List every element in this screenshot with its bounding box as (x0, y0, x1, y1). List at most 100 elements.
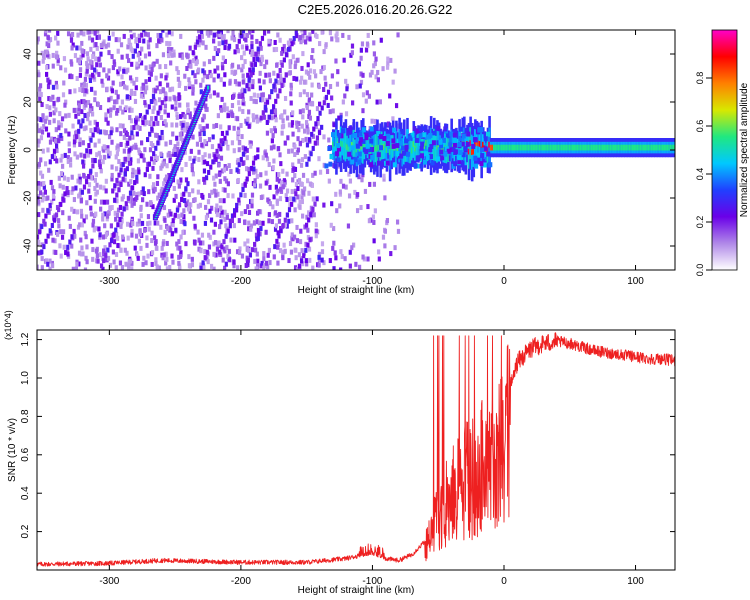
spectrogram-x-tick-label: 0 (501, 276, 507, 287)
spectrogram-cell (135, 174, 139, 180)
spectrogram-cell (213, 221, 217, 227)
spectrogram-cell (317, 156, 321, 162)
spectrogram-cell (241, 108, 245, 114)
spectrogram-cell (68, 157, 73, 163)
spectrogram-cell (79, 30, 83, 36)
spectrogram-cell (49, 96, 53, 102)
spectrogram-cell (359, 47, 363, 53)
spectrogram-cell (294, 191, 298, 197)
spectrogram-cell (40, 242, 44, 248)
spectrogram-cell (280, 180, 284, 186)
spectrogram-cell (302, 128, 307, 134)
spectrogram-cell (73, 53, 78, 59)
spectrogram-cell (46, 84, 51, 90)
spectrogram-cell (67, 112, 71, 118)
spectrogram-cell (156, 32, 160, 38)
spectrogram-cell (294, 247, 298, 253)
spectrogram-cell (270, 219, 274, 225)
spectrogram-cell (452, 132, 457, 138)
spectrogram-cell (95, 62, 99, 68)
spectrogram-cell (118, 81, 123, 87)
spectrogram-cell (284, 193, 288, 199)
spectrogram-cell (99, 51, 103, 57)
spectrogram-cell (104, 112, 108, 118)
snr-y-tick-label: 0.8 (20, 409, 31, 423)
spectrogram-cell (538, 144, 542, 151)
spectrogram-cell (70, 45, 74, 51)
spectrogram-cell (78, 176, 82, 182)
spectrogram-cell (118, 105, 122, 111)
spectrogram-cell (183, 221, 187, 227)
spectrogram-cell (293, 64, 297, 70)
spectrogram-cell (80, 222, 84, 228)
spectrogram-cell (333, 250, 337, 256)
spectrogram-cell (277, 233, 281, 239)
spectrogram-cell (209, 217, 214, 223)
spectrogram-cell (40, 181, 44, 187)
spectrogram-cell (73, 151, 77, 157)
spectrogram-cell (451, 146, 456, 152)
spectrogram-cell (151, 93, 156, 99)
spectrogram-cell (393, 245, 397, 251)
snr-x-tick-label: 100 (627, 576, 644, 587)
spectrogram-cell (250, 203, 254, 209)
spectrogram-cell (102, 129, 106, 135)
spectrogram-cell (146, 253, 150, 259)
spectrogram-cell (221, 213, 225, 219)
spectrogram-cell (148, 37, 152, 43)
spectrogram-cell (262, 265, 266, 270)
spectrogram-cell (57, 223, 61, 229)
spectrogram-cell (75, 45, 79, 51)
spectrogram-cell (232, 37, 237, 43)
spectrogram-cell (122, 33, 126, 39)
spectrogram-cell (189, 63, 193, 69)
spectrogram-cell (45, 115, 49, 121)
spectrogram-cell (113, 197, 117, 203)
spectrogram-cell (399, 141, 404, 147)
spectrogram-cell (154, 257, 158, 263)
spectrogram-cell (37, 239, 41, 245)
spectrogram-cell (505, 144, 509, 151)
spectrogram-cell (49, 136, 54, 142)
spectrogram-cell (83, 267, 88, 270)
spectrogram-cell (141, 116, 145, 122)
spectrogram-cell (458, 135, 463, 141)
spectrogram-cell (91, 157, 95, 163)
spectrogram-cell (308, 237, 312, 243)
spectrogram-cell (443, 126, 448, 132)
spectrogram-x-tick-label: -200 (231, 276, 251, 287)
spectrogram-cell (195, 59, 199, 65)
spectrogram-cell (200, 30, 204, 35)
spectrogram-cell (382, 144, 386, 151)
spectrogram-cell (135, 178, 139, 184)
spectrogram-cell (284, 52, 289, 58)
spectrogram-cell (175, 112, 179, 118)
spectrogram-cell (299, 20, 302, 25)
spectrogram-cell (291, 131, 295, 137)
spectrogram-cell (211, 159, 215, 165)
spectrogram-cell (590, 144, 594, 151)
spectrogram-cell (111, 188, 115, 194)
spectrogram-cell (323, 75, 327, 81)
spectrogram-cell (186, 181, 190, 187)
spectrogram-cell (267, 162, 271, 168)
spectrogram-cell (178, 52, 182, 58)
spectrogram-cell (97, 71, 101, 77)
spectrogram-cell (130, 130, 134, 136)
spectrogram-cell (135, 76, 139, 82)
spectrogram-cell (215, 203, 219, 209)
spectrogram-cell (169, 60, 173, 66)
spectrogram-cell (237, 93, 242, 99)
spectrogram-cell (93, 158, 97, 164)
spectrogram-cell (344, 184, 348, 190)
spectrogram-cell (241, 30, 246, 34)
spectrogram-cell (45, 104, 49, 110)
spectrogram-cell (537, 144, 540, 151)
spectrogram-cell (240, 67, 244, 73)
spectrogram-cell (227, 125, 231, 131)
spectrogram-cell (191, 87, 195, 93)
spectrogram-cell (264, 59, 269, 65)
spectrogram-cell (281, 184, 285, 190)
spectrogram-cell (59, 157, 63, 163)
spectrogram-cell (98, 164, 102, 170)
